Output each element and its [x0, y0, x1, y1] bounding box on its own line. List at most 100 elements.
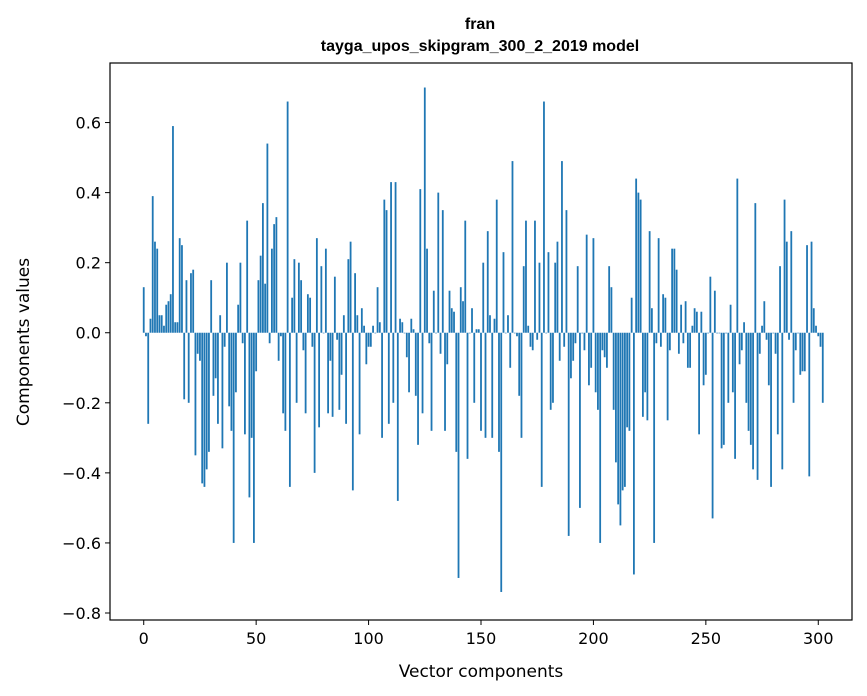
bar-297 [810, 241, 813, 333]
bar-261 [729, 304, 732, 333]
bar-131 [437, 192, 440, 333]
bar-295 [806, 245, 808, 333]
bar-30 [210, 280, 213, 333]
bar-212 [619, 332, 622, 526]
bar-98 [363, 325, 365, 333]
bar-33 [217, 332, 219, 424]
bar-52 [259, 255, 262, 333]
y-tick-label: −0.6 [62, 534, 101, 553]
y-tick-label: 0.0 [76, 324, 101, 343]
bar-94 [354, 273, 356, 333]
y-tick-label: 0.2 [76, 254, 101, 273]
bar-244 [691, 325, 694, 333]
bar-43 [239, 262, 242, 333]
bar-182 [552, 332, 554, 403]
bar-106 [381, 332, 383, 438]
bar-55 [266, 143, 269, 333]
bar-129 [432, 290, 435, 333]
bar-154 [489, 315, 491, 333]
bar-281 [774, 332, 777, 354]
bar-155 [491, 332, 494, 438]
bar-42 [237, 304, 240, 333]
bar-26 [201, 332, 204, 484]
bar-162 [507, 315, 509, 333]
bar-204 [601, 332, 604, 351]
x-tick-label: 200 [578, 629, 609, 648]
bar-205 [603, 332, 606, 358]
bar-238 [677, 332, 680, 354]
bar-263 [734, 332, 736, 459]
bar-164 [511, 161, 514, 333]
bar-247 [698, 332, 700, 435]
bar-255 [716, 332, 718, 334]
bar-62 [282, 332, 285, 414]
bar-200 [592, 238, 595, 333]
bar-12 [169, 294, 172, 333]
bar-240 [682, 332, 685, 344]
bar-152 [484, 332, 487, 438]
bar-123 [419, 189, 422, 333]
bar-139 [455, 332, 458, 452]
bar-14 [174, 322, 177, 333]
bar-220 [637, 192, 640, 333]
bar-63 [284, 332, 287, 431]
y-tick-label: −0.4 [62, 464, 101, 483]
bar-40 [232, 332, 235, 543]
bar-196 [583, 332, 586, 351]
bar-56 [268, 332, 271, 344]
bar-187 [563, 332, 566, 347]
bar-230 [659, 332, 662, 347]
bar-167 [518, 332, 521, 396]
bar-20 [187, 332, 190, 403]
bar-160 [502, 252, 505, 333]
bar-60 [277, 332, 280, 361]
bar-36 [223, 332, 226, 347]
bar-88 [340, 332, 343, 375]
bar-29 [208, 332, 210, 452]
bar-269 [747, 332, 750, 431]
bar-276 [763, 301, 766, 333]
bar-234 [668, 332, 671, 351]
bar-25 [199, 332, 201, 361]
bar-193 [576, 266, 579, 333]
x-tick-label: 50 [246, 629, 266, 648]
bar-294 [803, 332, 806, 372]
bar-251 [707, 332, 709, 334]
bar-249 [702, 332, 705, 386]
bar-221 [639, 199, 642, 333]
bar-264 [736, 178, 739, 333]
bar-120 [412, 329, 415, 333]
bar-169 [522, 266, 525, 333]
bar-28 [205, 332, 208, 470]
bar-103 [374, 332, 377, 334]
bar-256 [718, 332, 721, 334]
bar-121 [414, 332, 417, 396]
bar-148 [475, 329, 478, 333]
x-axis-ticks: 0 50 100 150 200 250 300 [139, 620, 834, 648]
bar-233 [666, 332, 669, 421]
bar-237 [675, 269, 678, 333]
bar-53 [262, 203, 264, 333]
bar-248 [700, 311, 703, 333]
bar-172 [529, 332, 532, 347]
bar-287 [788, 332, 790, 340]
bar-262 [731, 332, 734, 393]
bar-229 [657, 238, 660, 333]
bar-57 [270, 248, 273, 333]
bar-186 [561, 161, 563, 333]
bar-78 [318, 332, 321, 428]
bar-197 [585, 234, 588, 333]
bar-178 [543, 101, 545, 333]
bar-191 [572, 332, 575, 361]
bar-298 [812, 308, 815, 333]
bar-67 [293, 259, 296, 333]
bar-130 [435, 332, 437, 334]
bar-145 [468, 332, 471, 334]
bar-198 [588, 332, 590, 386]
bar-143 [464, 220, 467, 333]
bar-290 [794, 332, 797, 351]
bar-265 [738, 332, 741, 365]
bar-3 [149, 318, 152, 333]
bar-108 [385, 210, 388, 333]
bar-0 [142, 287, 145, 333]
